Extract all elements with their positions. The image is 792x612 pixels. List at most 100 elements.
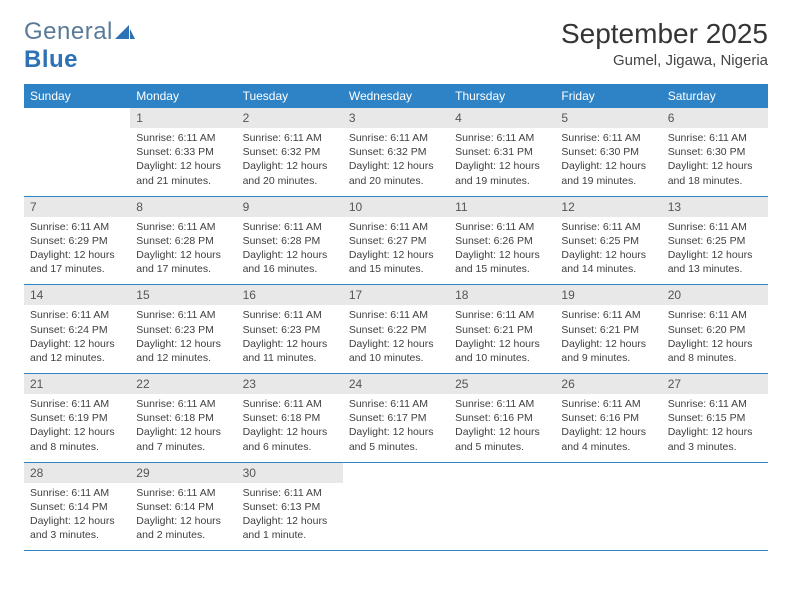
day-number-cell: 1 (130, 108, 236, 128)
day-info-cell: Sunrise: 6:11 AMSunset: 6:25 PMDaylight:… (662, 217, 768, 285)
day-info-cell (662, 483, 768, 551)
day-info-row: Sunrise: 6:11 AMSunset: 6:33 PMDaylight:… (24, 128, 768, 196)
day-info-cell: Sunrise: 6:11 AMSunset: 6:16 PMDaylight:… (555, 394, 661, 462)
day-info-cell: Sunrise: 6:11 AMSunset: 6:20 PMDaylight:… (662, 305, 768, 373)
day-info-cell (449, 483, 555, 551)
day-number-cell: 24 (343, 374, 449, 395)
dayhead-thu: Thursday (449, 84, 555, 108)
day-info-cell: Sunrise: 6:11 AMSunset: 6:19 PMDaylight:… (24, 394, 130, 462)
day-number-cell: 13 (662, 196, 768, 217)
day-number-cell: 23 (237, 374, 343, 395)
day-info-cell (343, 483, 449, 551)
day-info-cell: Sunrise: 6:11 AMSunset: 6:23 PMDaylight:… (130, 305, 236, 373)
day-info-cell: Sunrise: 6:11 AMSunset: 6:27 PMDaylight:… (343, 217, 449, 285)
day-number-cell (449, 462, 555, 483)
day-number-cell: 4 (449, 108, 555, 128)
day-number-cell: 15 (130, 285, 236, 306)
day-info-cell: Sunrise: 6:11 AMSunset: 6:21 PMDaylight:… (449, 305, 555, 373)
day-number-cell (662, 462, 768, 483)
day-info-cell: Sunrise: 6:11 AMSunset: 6:14 PMDaylight:… (130, 483, 236, 551)
day-info-cell: Sunrise: 6:11 AMSunset: 6:16 PMDaylight:… (449, 394, 555, 462)
daynum-row: 78910111213 (24, 196, 768, 217)
day-info-cell: Sunrise: 6:11 AMSunset: 6:23 PMDaylight:… (237, 305, 343, 373)
day-number-cell: 18 (449, 285, 555, 306)
dayhead-fri: Friday (555, 84, 661, 108)
daynum-row: 282930 (24, 462, 768, 483)
day-info-cell: Sunrise: 6:11 AMSunset: 6:28 PMDaylight:… (237, 217, 343, 285)
day-number-cell: 20 (662, 285, 768, 306)
day-number-cell: 21 (24, 374, 130, 395)
day-number-cell (343, 462, 449, 483)
daynum-row: 14151617181920 (24, 285, 768, 306)
day-info-row: Sunrise: 6:11 AMSunset: 6:29 PMDaylight:… (24, 217, 768, 285)
day-info-cell (555, 483, 661, 551)
day-info-cell: Sunrise: 6:11 AMSunset: 6:17 PMDaylight:… (343, 394, 449, 462)
day-number-cell: 17 (343, 285, 449, 306)
dayhead-sun: Sunday (24, 84, 130, 108)
day-info-cell: Sunrise: 6:11 AMSunset: 6:26 PMDaylight:… (449, 217, 555, 285)
dayhead-sat: Saturday (662, 84, 768, 108)
day-number-cell (24, 108, 130, 128)
title-block: September 2025 Gumel, Jigawa, Nigeria (561, 18, 768, 69)
day-info-row: Sunrise: 6:11 AMSunset: 6:19 PMDaylight:… (24, 394, 768, 462)
logo-text: General Blue (24, 18, 135, 74)
day-number-cell: 19 (555, 285, 661, 306)
calendar-body: 123456Sunrise: 6:11 AMSunset: 6:33 PMDay… (24, 108, 768, 551)
day-info-cell: Sunrise: 6:11 AMSunset: 6:33 PMDaylight:… (130, 128, 236, 196)
day-info-cell: Sunrise: 6:11 AMSunset: 6:25 PMDaylight:… (555, 217, 661, 285)
day-info-cell: Sunrise: 6:11 AMSunset: 6:21 PMDaylight:… (555, 305, 661, 373)
day-info-cell: Sunrise: 6:11 AMSunset: 6:18 PMDaylight:… (130, 394, 236, 462)
day-info-cell: Sunrise: 6:11 AMSunset: 6:31 PMDaylight:… (449, 128, 555, 196)
day-number-cell: 16 (237, 285, 343, 306)
topbar: General Blue September 2025 Gumel, Jigaw… (24, 18, 768, 74)
day-info-cell: Sunrise: 6:11 AMSunset: 6:13 PMDaylight:… (237, 483, 343, 551)
day-info-cell: Sunrise: 6:11 AMSunset: 6:18 PMDaylight:… (237, 394, 343, 462)
day-number-cell: 2 (237, 108, 343, 128)
day-number-cell: 3 (343, 108, 449, 128)
day-info-cell (24, 128, 130, 196)
day-info-cell: Sunrise: 6:11 AMSunset: 6:30 PMDaylight:… (555, 128, 661, 196)
day-number-cell: 22 (130, 374, 236, 395)
day-info-cell: Sunrise: 6:11 AMSunset: 6:28 PMDaylight:… (130, 217, 236, 285)
month-title: September 2025 (561, 18, 768, 50)
day-number-cell: 8 (130, 196, 236, 217)
calendar-table: Sunday Monday Tuesday Wednesday Thursday… (24, 84, 768, 551)
dayhead-mon: Monday (130, 84, 236, 108)
daynum-row: 123456 (24, 108, 768, 128)
day-info-row: Sunrise: 6:11 AMSunset: 6:24 PMDaylight:… (24, 305, 768, 373)
day-info-cell: Sunrise: 6:11 AMSunset: 6:32 PMDaylight:… (237, 128, 343, 196)
day-number-cell: 11 (449, 196, 555, 217)
day-number-cell: 28 (24, 462, 130, 483)
day-number-cell: 9 (237, 196, 343, 217)
logo-word1: General (24, 18, 113, 45)
day-number-cell: 25 (449, 374, 555, 395)
day-number-cell: 12 (555, 196, 661, 217)
logo: General Blue (24, 18, 135, 74)
daynum-row: 21222324252627 (24, 374, 768, 395)
dayhead-wed: Wednesday (343, 84, 449, 108)
week-separator (24, 550, 768, 551)
day-info-cell: Sunrise: 6:11 AMSunset: 6:30 PMDaylight:… (662, 128, 768, 196)
day-number-cell: 14 (24, 285, 130, 306)
sail-icon (115, 25, 135, 39)
logo-word2: Blue (24, 46, 78, 73)
day-info-cell: Sunrise: 6:11 AMSunset: 6:24 PMDaylight:… (24, 305, 130, 373)
day-number-cell: 6 (662, 108, 768, 128)
day-number-cell (555, 462, 661, 483)
day-info-cell: Sunrise: 6:11 AMSunset: 6:32 PMDaylight:… (343, 128, 449, 196)
day-info-cell: Sunrise: 6:11 AMSunset: 6:29 PMDaylight:… (24, 217, 130, 285)
day-number-cell: 10 (343, 196, 449, 217)
day-info-cell: Sunrise: 6:11 AMSunset: 6:22 PMDaylight:… (343, 305, 449, 373)
day-number-cell: 30 (237, 462, 343, 483)
day-number-cell: 5 (555, 108, 661, 128)
day-info-cell: Sunrise: 6:11 AMSunset: 6:15 PMDaylight:… (662, 394, 768, 462)
day-number-cell: 27 (662, 374, 768, 395)
day-number-cell: 29 (130, 462, 236, 483)
day-header-row: Sunday Monday Tuesday Wednesday Thursday… (24, 84, 768, 108)
dayhead-tue: Tuesday (237, 84, 343, 108)
day-info-cell: Sunrise: 6:11 AMSunset: 6:14 PMDaylight:… (24, 483, 130, 551)
location: Gumel, Jigawa, Nigeria (561, 52, 768, 69)
day-number-cell: 7 (24, 196, 130, 217)
day-number-cell: 26 (555, 374, 661, 395)
day-info-row: Sunrise: 6:11 AMSunset: 6:14 PMDaylight:… (24, 483, 768, 551)
